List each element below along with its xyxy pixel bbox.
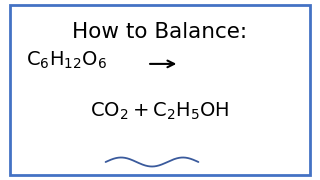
Text: $\mathregular{C_6H_{12}O_6}$: $\mathregular{C_6H_{12}O_6}$ xyxy=(26,50,107,71)
Text: $\mathregular{CO_2 + C_2H_5OH}$: $\mathregular{CO_2 + C_2H_5OH}$ xyxy=(90,101,230,122)
Text: How to Balance:: How to Balance: xyxy=(72,22,248,42)
